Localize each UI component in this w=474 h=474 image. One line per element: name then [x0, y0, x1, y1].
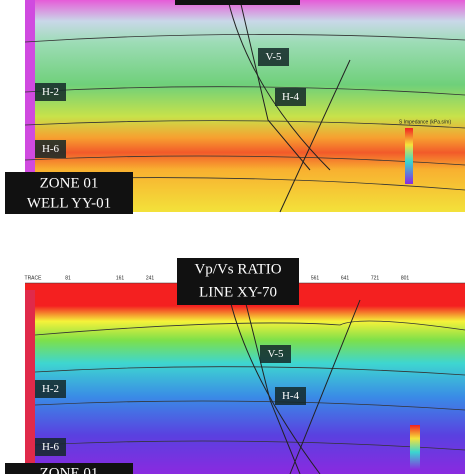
horizons-top — [24, 34, 466, 191]
trace-label: 241 — [146, 275, 155, 281]
trace-label: 721 — [371, 275, 380, 281]
faults-bottom — [229, 299, 361, 474]
colorbar — [410, 425, 420, 470]
horizon-label: V-5 — [265, 51, 282, 63]
well-label: WELL YY-01 — [27, 195, 111, 211]
horizon-label: H-4 — [282, 390, 300, 402]
trace-labels: 81 161 241 561 641 721 801 — [65, 275, 409, 281]
title-box-top — [175, 0, 300, 5]
title-line: LINE XY-70 — [199, 284, 277, 300]
horizon-label: H-6 — [42, 441, 60, 453]
well-track — [25, 0, 35, 212]
zone-label: ZONE 01 — [40, 465, 99, 474]
zone-box — [5, 172, 133, 214]
trace-title: TRACE — [25, 275, 43, 281]
horizon-box — [35, 380, 66, 398]
horizon-box — [35, 83, 66, 101]
title-box — [177, 258, 299, 305]
horizon-label: V-5 — [267, 348, 284, 360]
horizon-box — [258, 48, 289, 66]
title-line: Vp/Vs RATIO — [194, 261, 281, 277]
horizon-box — [275, 88, 306, 106]
section-bottom — [25, 283, 465, 474]
colorbar-title: S Impedance (kPa.s/m) — [399, 119, 452, 125]
horizon-box — [35, 438, 66, 456]
well-track — [25, 290, 35, 474]
horizon-box — [275, 387, 306, 405]
horizon-label: H-6 — [42, 143, 60, 155]
horizons-bottom — [34, 320, 466, 451]
trace-label: 641 — [341, 275, 350, 281]
zone-label: ZONE 01 — [40, 175, 99, 191]
colorbar — [405, 128, 413, 184]
horizon-label: H-2 — [42, 383, 59, 395]
trace-label: 561 — [311, 275, 320, 281]
horizon-box — [260, 345, 291, 363]
faults-top — [227, 0, 351, 213]
horizon-label: H-4 — [282, 91, 300, 103]
trace-label: 801 — [401, 275, 410, 281]
horizon-label: H-2 — [42, 86, 59, 98]
zone-box — [5, 463, 133, 474]
horizon-box — [35, 140, 66, 158]
trace-label: 81 — [65, 275, 71, 281]
trace-label: 161 — [116, 275, 125, 281]
